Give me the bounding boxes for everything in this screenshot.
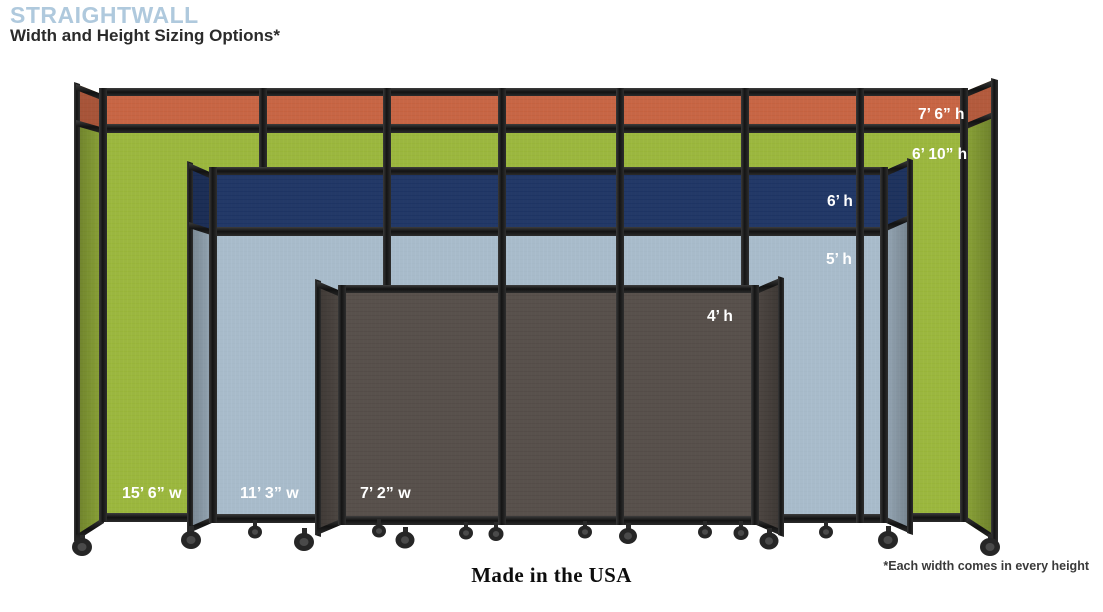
footnote-text: *Each width comes in every height xyxy=(883,559,1089,573)
green-cap-rail xyxy=(101,124,967,133)
brown-vertical-frames xyxy=(338,285,759,525)
caster xyxy=(578,521,592,539)
caster xyxy=(181,526,201,549)
brown-right-return-panel xyxy=(754,276,784,537)
width-label-11-3: 11’ 3” w xyxy=(240,485,299,502)
brown-bottom-rail xyxy=(340,516,757,525)
brown-front-face xyxy=(340,289,757,524)
caster xyxy=(698,521,712,539)
caster xyxy=(733,521,749,540)
caster xyxy=(248,520,262,539)
caster xyxy=(819,521,833,539)
lightblue-right-return-panel xyxy=(884,158,913,535)
width-labels: 15’ 6” w 11’ 3” w 7’ 2” w xyxy=(122,485,411,502)
brown-top-rail xyxy=(340,285,757,293)
height-label-7-6: 7’ 6” h xyxy=(918,106,965,123)
caster xyxy=(72,535,92,556)
caster xyxy=(488,522,504,541)
caster xyxy=(619,523,637,544)
green-top-rail xyxy=(101,88,967,96)
height-labels: 7’ 6” h 6’ 10” h 6’ h 5’ h 4’ h xyxy=(707,106,967,325)
width-label-7-2: 7’ 2” w xyxy=(360,485,411,502)
page-subtitle: Width and Height Sizing Options* xyxy=(10,26,280,45)
height-label-5: 5’ h xyxy=(826,251,852,268)
height-label-4: 4’ h xyxy=(707,308,733,325)
width-label-15-6: 15’ 6” w xyxy=(122,485,182,502)
caster xyxy=(395,527,415,549)
brand-title: STRAIGHTWALL xyxy=(10,2,199,28)
wall-brown-7ft2 xyxy=(315,276,784,537)
caster xyxy=(759,528,779,550)
caster xyxy=(878,526,898,549)
casters xyxy=(72,519,1000,556)
caster xyxy=(294,528,314,551)
caster xyxy=(980,534,1000,556)
navy-cap-rail xyxy=(211,227,887,236)
lightblue-left-return-panel xyxy=(187,161,214,535)
green-left-return-panel xyxy=(74,82,104,543)
made-in-usa-text: Made in the USA xyxy=(471,563,632,587)
caster xyxy=(459,522,473,540)
brown-left-return-panel xyxy=(315,279,343,537)
height-label-6: 6’ h xyxy=(827,193,853,210)
height-label-6-10: 6’ 10” h xyxy=(912,146,967,163)
lightblue-top-rail xyxy=(211,167,887,175)
green-right-return-panel xyxy=(964,78,998,542)
caster xyxy=(372,519,386,538)
